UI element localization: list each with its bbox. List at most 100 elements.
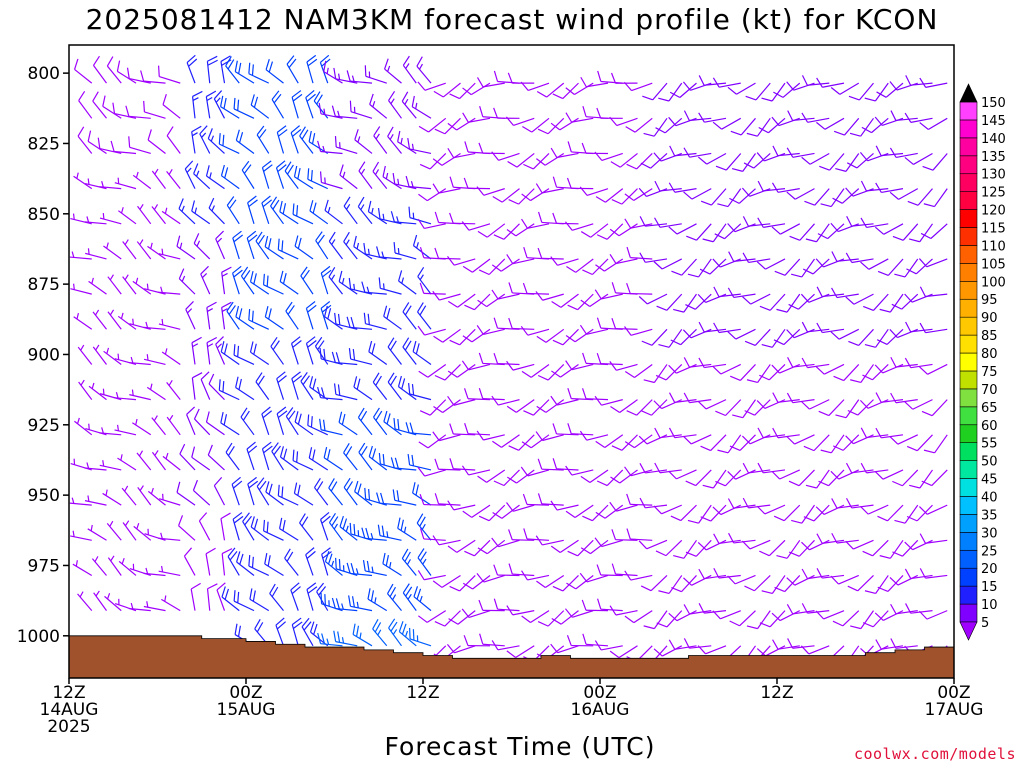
wind-barb	[639, 462, 668, 474]
wind-barb	[383, 305, 402, 330]
wind-barb	[626, 493, 653, 506]
wind-barb	[284, 161, 299, 189]
wind-barb	[388, 90, 402, 119]
wind-barb	[904, 152, 933, 165]
wind-barb	[864, 328, 889, 348]
wind-barb	[218, 133, 240, 155]
wind-barb	[147, 242, 166, 260]
wind-barb	[551, 363, 579, 378]
wind-barb	[832, 188, 860, 204]
wind-barb	[97, 137, 122, 155]
wind-barb	[594, 151, 623, 162]
wind-barb	[319, 418, 343, 436]
wind-barb	[178, 198, 196, 225]
wind-barb	[567, 423, 594, 436]
wind-barb	[492, 504, 520, 519]
wind-barb	[742, 462, 771, 474]
wind-barb	[478, 258, 506, 276]
wind-barb	[702, 223, 727, 243]
wind-barb	[491, 289, 520, 300]
wind-barb	[550, 117, 579, 131]
wind-barb	[582, 504, 609, 522]
wind-barb	[191, 125, 202, 154]
wind-barb	[397, 375, 417, 401]
wind-barb	[242, 512, 255, 541]
wind-barb	[208, 197, 225, 225]
wind-barb	[522, 493, 550, 506]
wind-barb	[220, 164, 240, 190]
wind-barb	[802, 258, 830, 275]
wind-barb	[285, 301, 299, 330]
wind-barb	[378, 277, 402, 295]
wind-barb	[226, 196, 240, 225]
wind-barb	[191, 372, 203, 400]
wind-barb	[161, 595, 181, 612]
wind-barb	[449, 423, 476, 436]
wind-barb	[317, 140, 343, 155]
wind-barb	[85, 248, 107, 260]
colorbar-label: 5	[981, 616, 989, 631]
credit-link[interactable]: coolwx.com/models	[853, 745, 1016, 763]
wind-barb	[319, 54, 331, 84]
wind-barb	[889, 574, 919, 586]
wind-barb	[609, 116, 638, 127]
wind-barb	[284, 548, 299, 576]
wind-barb	[859, 504, 889, 515]
wind-barb	[741, 539, 771, 550]
wind-barb	[401, 91, 417, 119]
wind-barb	[225, 56, 240, 84]
wind-barb	[904, 293, 933, 303]
wind-barb	[816, 322, 845, 334]
wind-barb	[261, 441, 273, 471]
wind-barb	[727, 287, 756, 299]
colorbar-swatch	[959, 496, 978, 515]
wind-barb	[151, 204, 166, 225]
x-tick-label: 00Z	[937, 683, 970, 703]
wind-barb	[447, 256, 476, 266]
wind-barb	[462, 82, 491, 96]
colorbar-swatch	[959, 155, 978, 175]
wind-barb	[536, 574, 565, 589]
wind-barb	[338, 411, 358, 436]
wind-barb	[715, 399, 742, 417]
wind-barb	[673, 539, 697, 559]
wind-barb	[373, 126, 388, 154]
wind-barb	[921, 399, 948, 417]
wind-barb	[654, 462, 682, 474]
wind-barb	[234, 60, 255, 84]
wind-barb	[225, 442, 240, 471]
wind-barb	[133, 522, 152, 541]
y-tick-label: 850	[28, 205, 60, 225]
y-axis: 800 825 850 875 900 925 950 975 1000	[17, 64, 69, 647]
wind-barb	[70, 213, 92, 225]
wind-barb	[849, 117, 874, 137]
wind-barb	[863, 293, 889, 311]
colorbar-swatch	[959, 227, 978, 246]
wind-barb	[478, 599, 505, 612]
wind-barb	[307, 168, 329, 190]
wind-barb	[830, 82, 860, 95]
wind-barb	[290, 582, 301, 611]
wind-barb	[698, 75, 727, 86]
wind-barb	[875, 639, 904, 650]
wind-barb	[786, 147, 815, 158]
colorbar-label: 60	[981, 419, 998, 434]
wind-barb	[418, 434, 447, 449]
wind-barb	[402, 302, 417, 330]
wind-barb	[261, 406, 273, 435]
wind-barb	[206, 301, 217, 330]
wind-barb	[478, 142, 505, 155]
wind-barb	[249, 341, 270, 365]
wind-barb	[293, 482, 314, 506]
wind-barb	[582, 633, 609, 647]
wind-barb	[240, 266, 255, 295]
wind-barb	[361, 281, 387, 295]
wind-barb	[137, 203, 152, 225]
wind-barb	[116, 60, 137, 84]
wind-barb	[255, 372, 270, 400]
wind-barb	[102, 489, 122, 506]
colorbar-label: 50	[981, 455, 998, 470]
wind-barb	[611, 434, 638, 451]
wind-barb	[715, 153, 742, 171]
wind-barb	[235, 306, 255, 330]
